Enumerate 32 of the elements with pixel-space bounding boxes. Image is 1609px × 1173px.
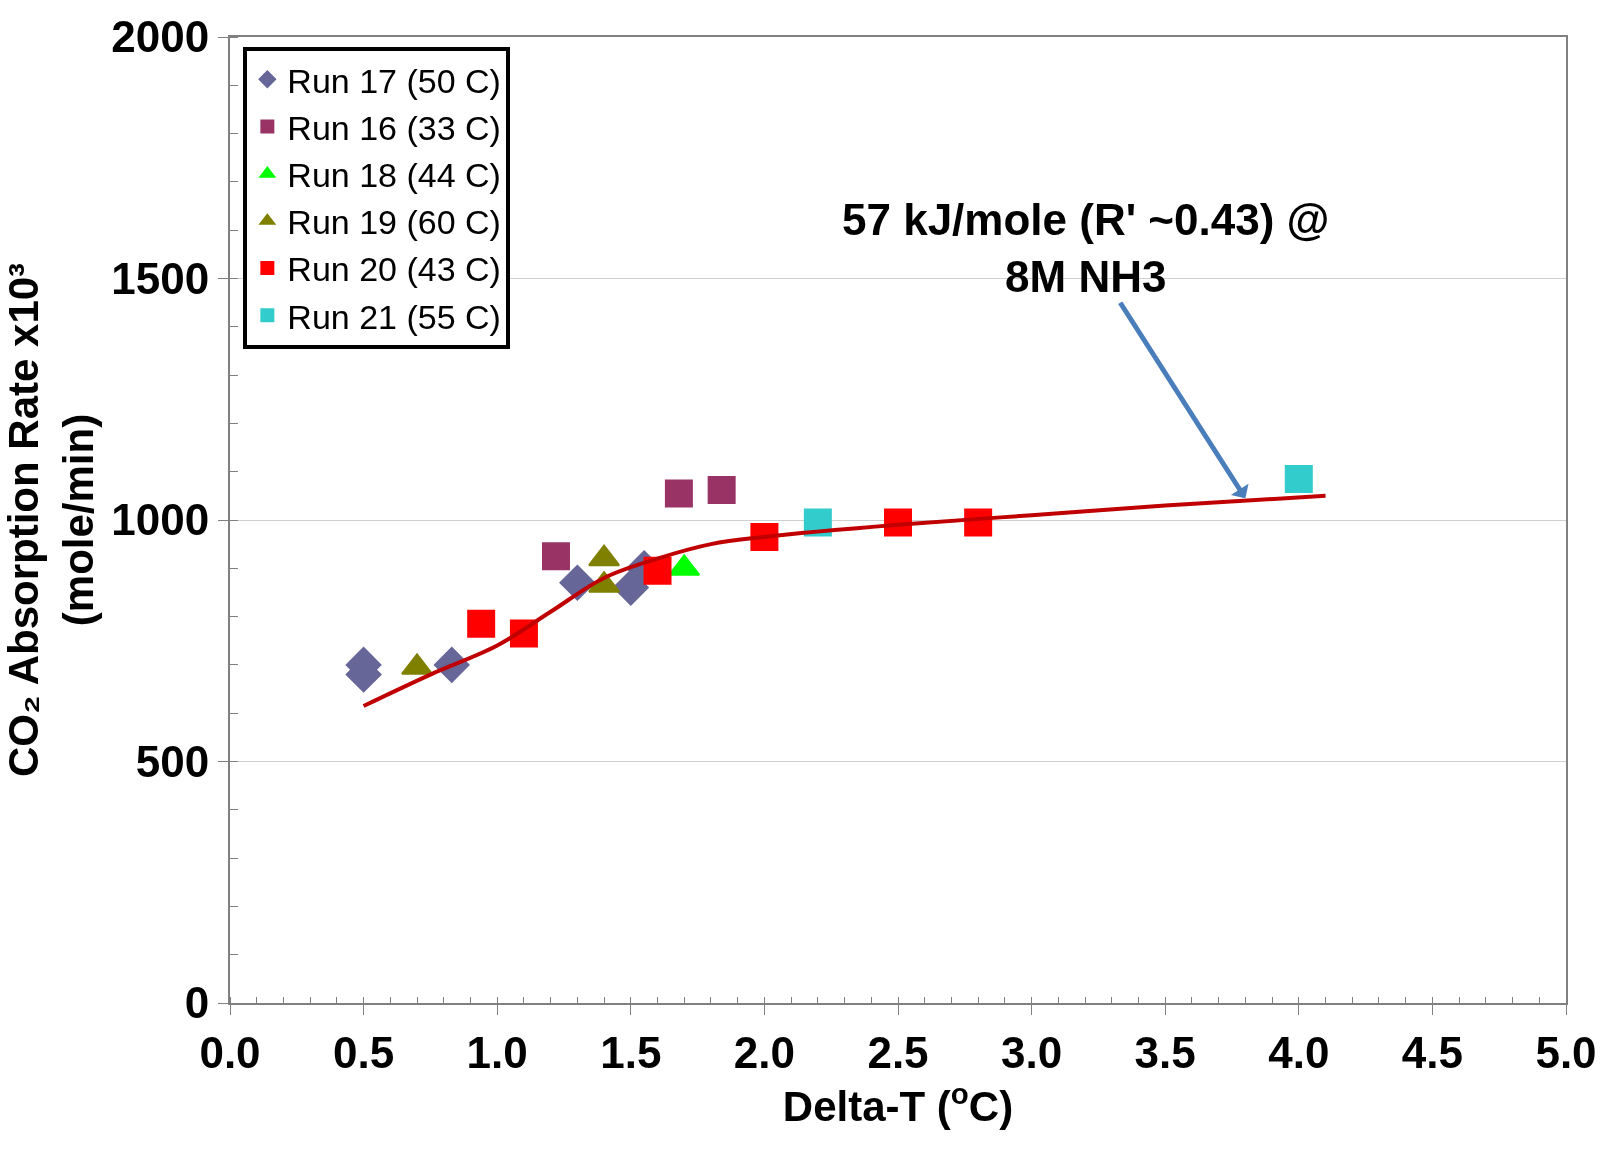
line-series xyxy=(361,493,1328,708)
x-tick-label: 2.0 xyxy=(733,1027,795,1077)
x-tick-label: 4.5 xyxy=(1401,1027,1463,1077)
point xyxy=(541,542,570,571)
x-tick-label: 0.5 xyxy=(333,1027,395,1077)
point xyxy=(643,556,672,585)
point xyxy=(664,479,693,508)
point xyxy=(707,476,736,505)
x-axis-title: Delta-T ($^{o}$C) xyxy=(782,1076,1014,1131)
legend-label: Run 18 (44 C) xyxy=(287,155,501,194)
y-tick-label: 2000 xyxy=(111,12,210,62)
annotation: 57 kJ/mole (R' ~0.43) @ 8M NH3 xyxy=(842,195,1330,302)
y-axis-title: CO₂ Absorption Rate x10³ (mole/min) xyxy=(0,262,102,778)
x-tick-label: 2.5 xyxy=(867,1027,929,1077)
x-tick-label: 1.0 xyxy=(466,1027,528,1077)
legend-label: Run 16 (33 C) xyxy=(287,108,501,147)
x-tick-label: 3.5 xyxy=(1134,1027,1196,1077)
y-tick-label: 1500 xyxy=(111,253,210,303)
legend-label: Run 19 (60 C) xyxy=(287,203,501,242)
x-tick-label: 4.0 xyxy=(1268,1027,1330,1077)
point xyxy=(467,609,496,638)
y-tick-label: 1000 xyxy=(111,495,210,545)
legend-label: Run 20 (43 C) xyxy=(287,250,501,289)
x-tick-label: 3.0 xyxy=(1001,1027,1063,1077)
y-tick-label: 0 xyxy=(184,978,210,1028)
x-tick-label: 5.0 xyxy=(1535,1027,1597,1077)
x-tick-label: 0.0 xyxy=(199,1027,261,1077)
point xyxy=(1284,464,1313,493)
y-tick-label: 500 xyxy=(135,736,210,786)
x-tick-label: 1.5 xyxy=(600,1027,662,1077)
legend-label: Run 21 (55 C) xyxy=(287,297,501,336)
legend-label: Run 17 (50 C) xyxy=(287,61,501,100)
